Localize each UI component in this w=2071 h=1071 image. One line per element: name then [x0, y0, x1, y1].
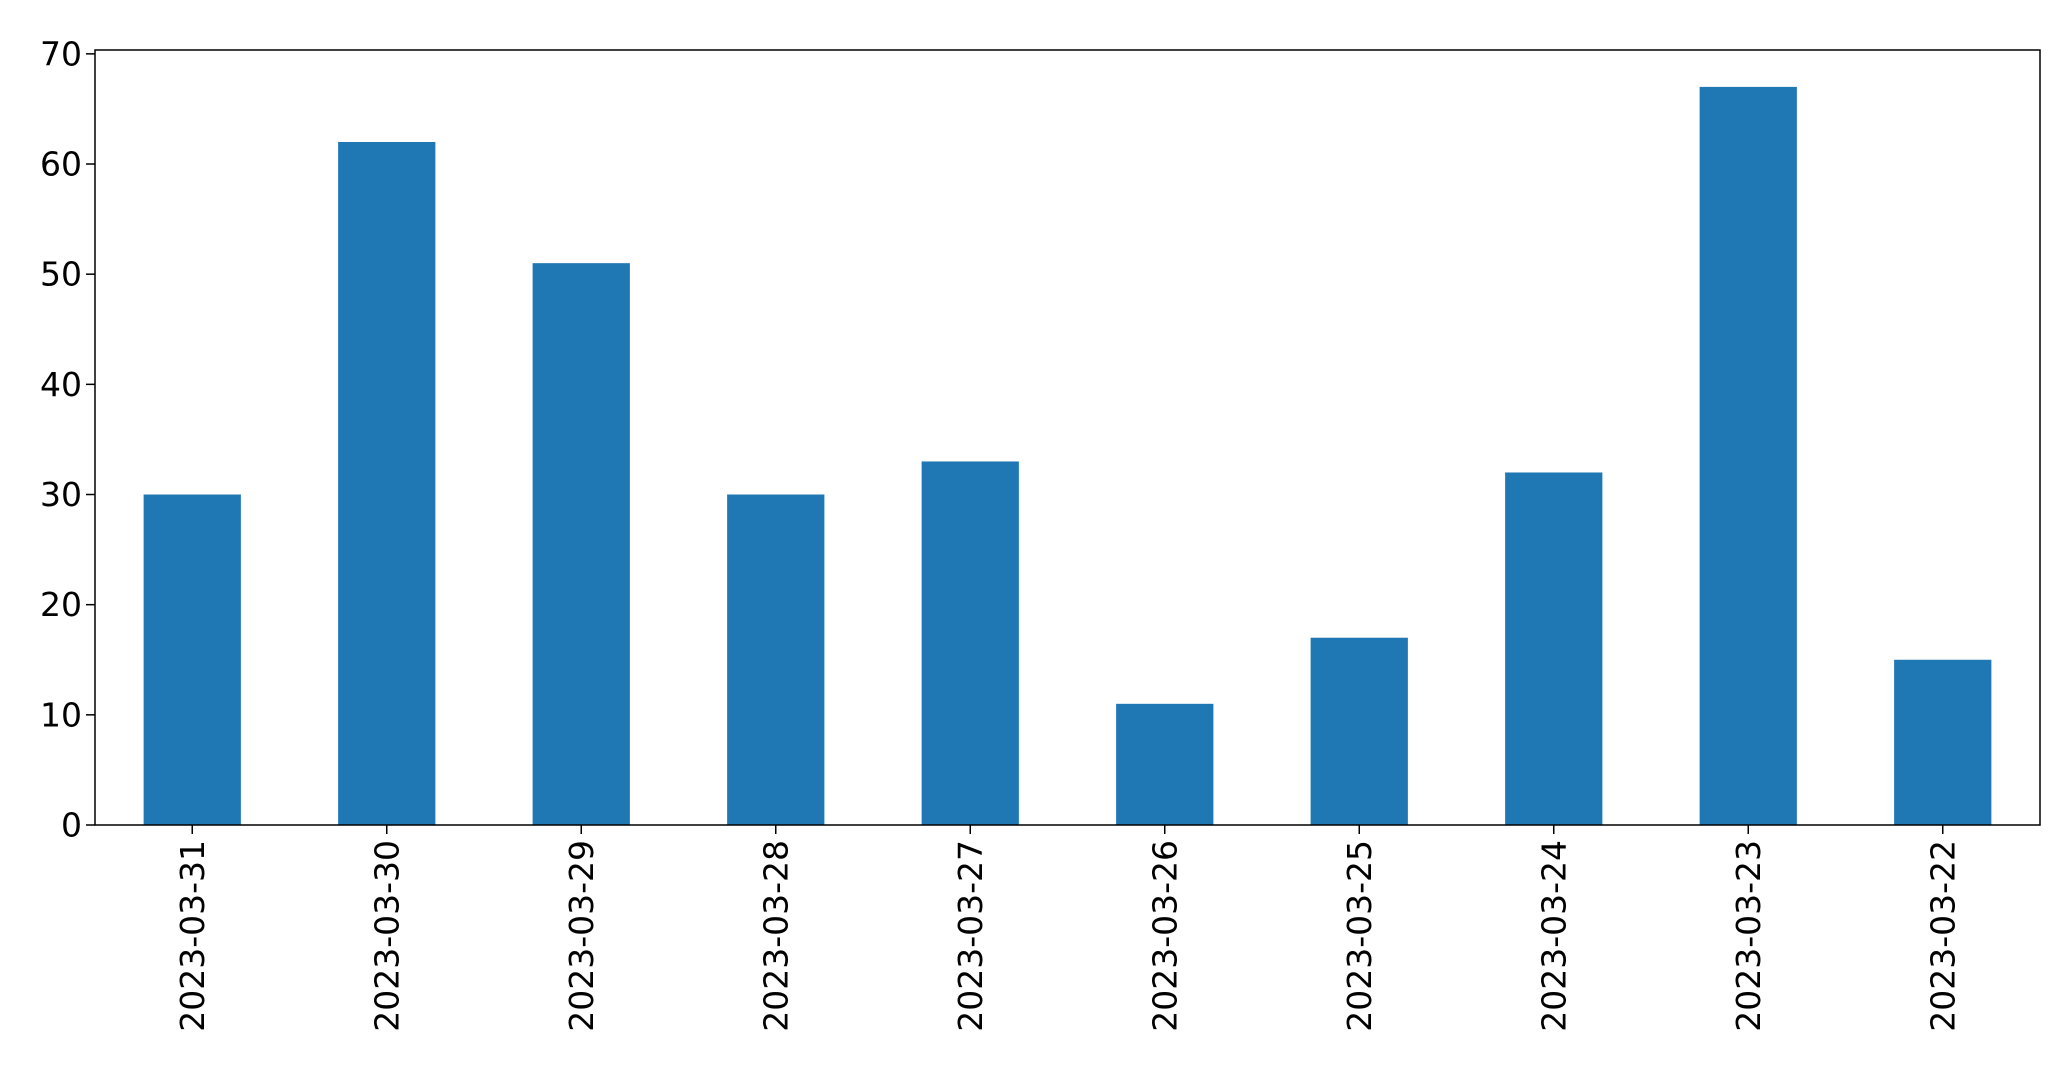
x-tick-label: 2023-03-28	[756, 840, 795, 1032]
x-tick-label: 2023-03-22	[1923, 840, 1962, 1032]
y-tick-label: 20	[40, 585, 82, 624]
y-tick-label: 10	[40, 695, 82, 734]
bar-2023-03-30	[338, 141, 436, 825]
x-tick-label: 2023-03-29	[562, 840, 601, 1032]
bar-2023-03-29	[532, 263, 630, 825]
y-tick-label: 30	[40, 475, 82, 514]
bar-2023-03-23	[1699, 86, 1797, 825]
x-tick-label: 2023-03-30	[367, 840, 406, 1032]
bar-2023-03-28	[727, 494, 825, 825]
y-axis-ticks: 0 10 20 30 40 50 60 70	[40, 34, 95, 845]
y-tick-label: 70	[40, 34, 82, 73]
bar-2023-03-25	[1310, 637, 1408, 825]
bar-2023-03-26	[1116, 703, 1214, 825]
x-axis-ticks: 2023-03-31 2023-03-30 2023-03-29 2023-03-28…	[173, 825, 1962, 1032]
y-tick-label: 50	[40, 255, 82, 294]
bar-2023-03-24	[1505, 472, 1603, 825]
x-tick-label: 2023-03-31	[173, 840, 212, 1032]
x-tick-label: 2023-03-25	[1340, 840, 1379, 1032]
bar-2023-03-31	[143, 494, 241, 825]
x-tick-label: 2023-03-24	[1534, 840, 1573, 1032]
bar-2023-03-22	[1894, 659, 1992, 825]
y-tick-label: 0	[61, 806, 82, 845]
y-tick-label: 60	[40, 145, 82, 184]
bars	[143, 86, 1992, 825]
plot-frame	[94, 49, 2041, 826]
x-tick-label: 2023-03-23	[1729, 840, 1768, 1032]
x-tick-label: 2023-03-27	[951, 840, 990, 1032]
y-tick-label: 40	[40, 365, 82, 404]
bar-2023-03-27	[921, 461, 1019, 825]
x-tick-label: 2023-03-26	[1145, 840, 1184, 1032]
